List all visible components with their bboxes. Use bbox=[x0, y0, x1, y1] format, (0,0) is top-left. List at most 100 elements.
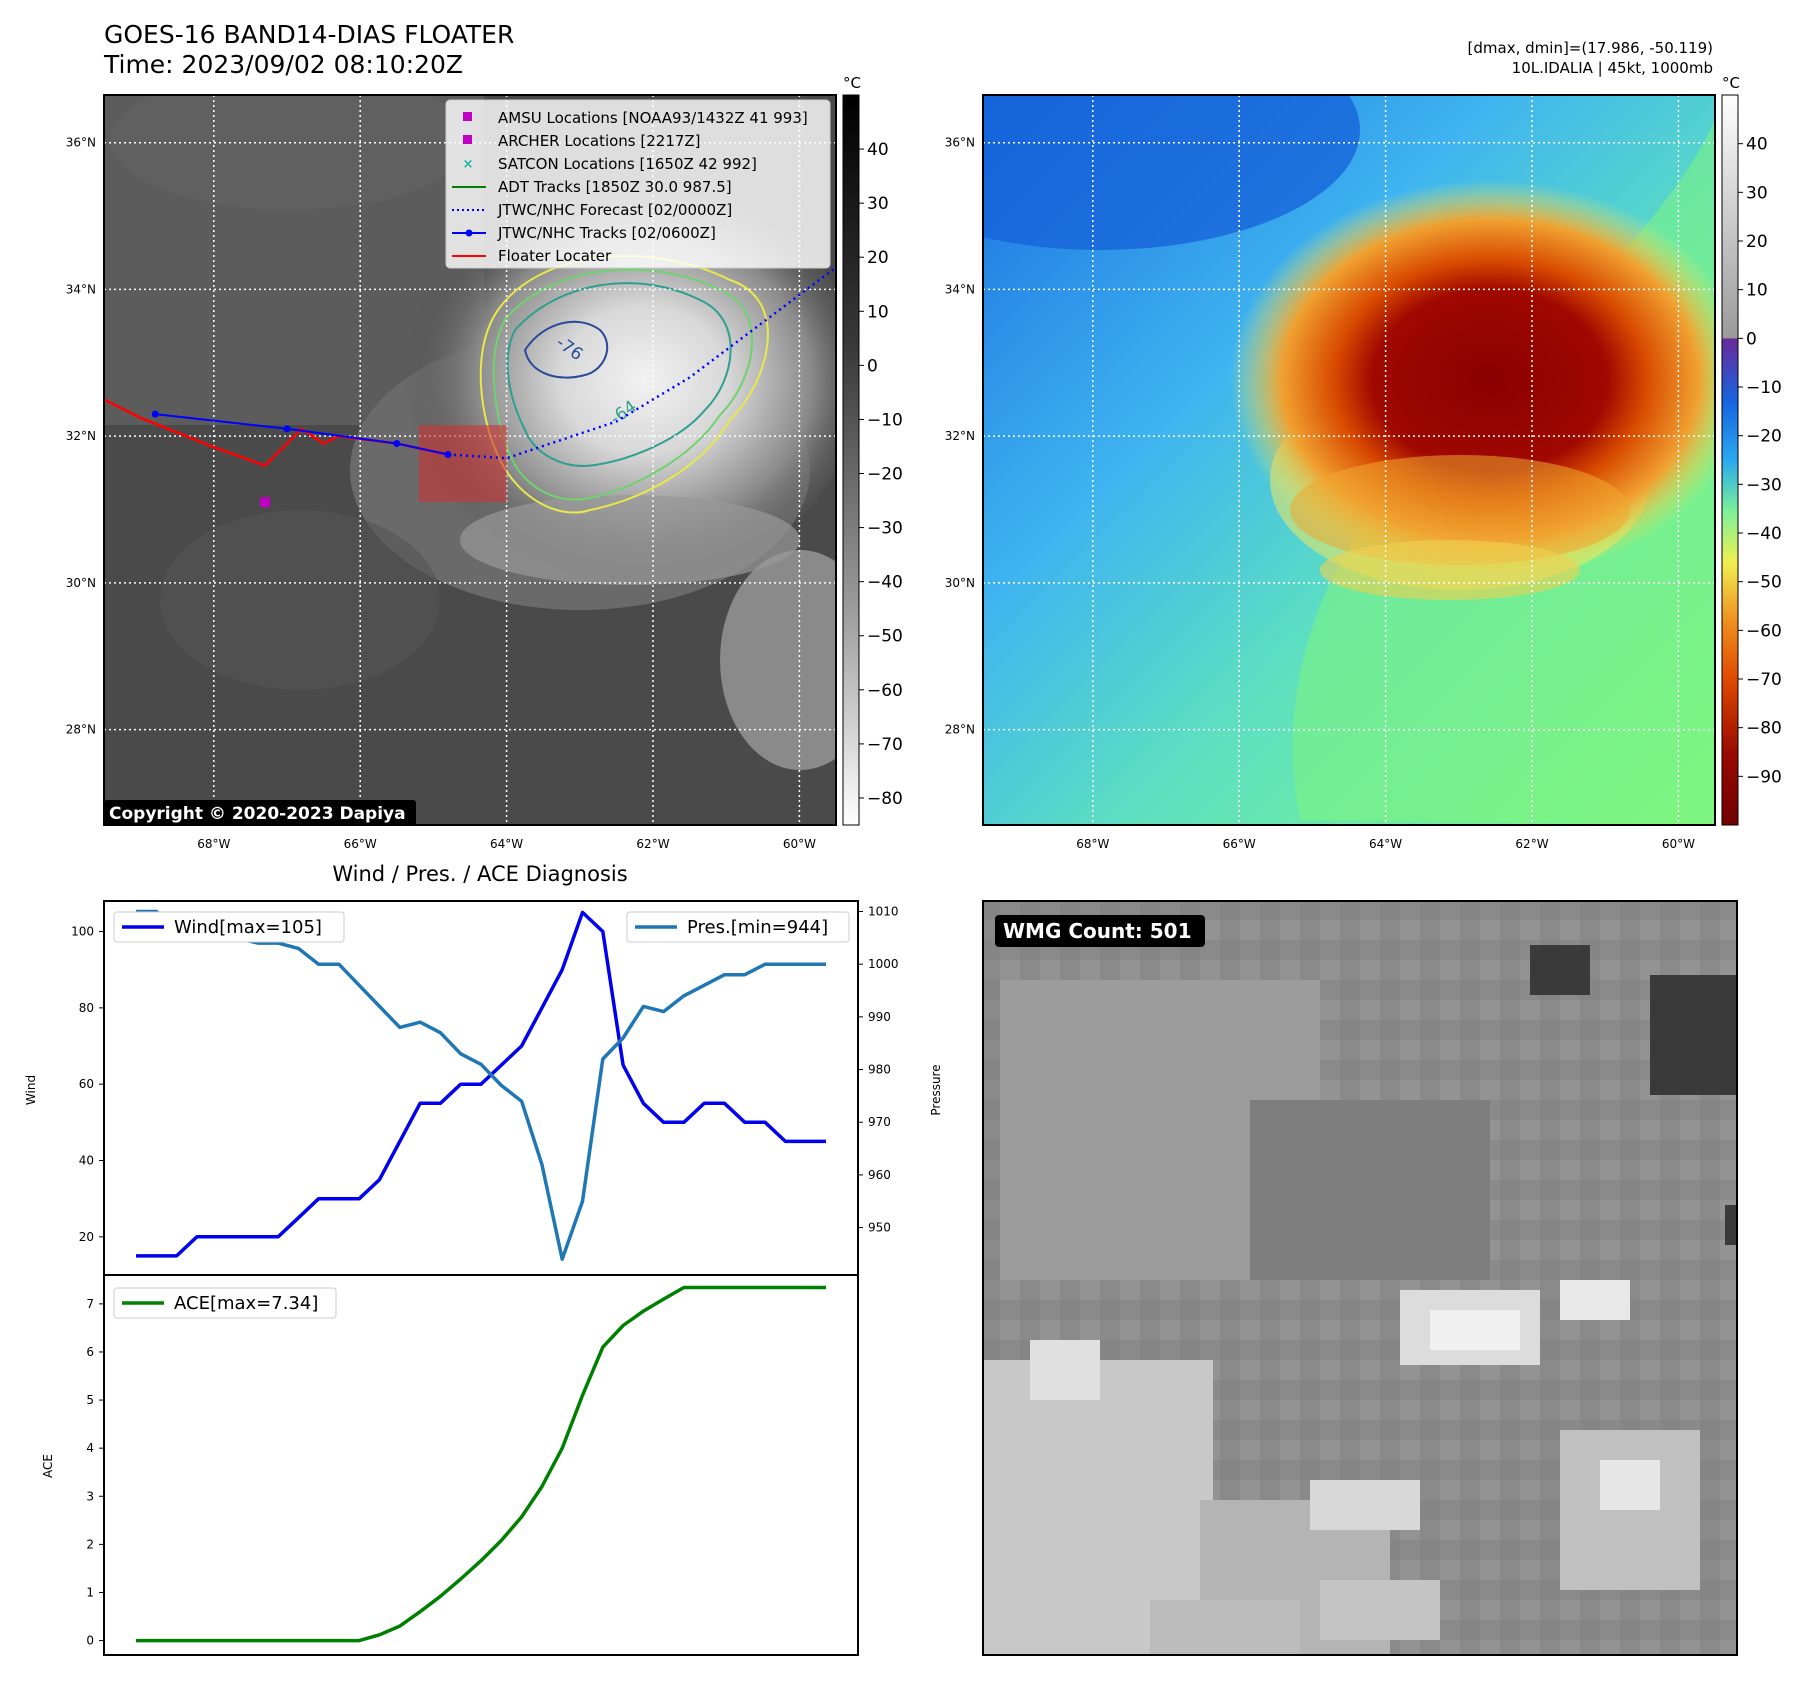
chart-legend: Wind[max=105] bbox=[113, 911, 345, 943]
legend-label: JTWC/NHC Forecast [02/0000Z] bbox=[497, 201, 732, 219]
gray-colorbar: °C 40 30 20 10 0 −10 −20 −30 −40 −50 −60 −70 −80 bbox=[842, 74, 903, 826]
wmg-cloud-patch bbox=[1725, 1205, 1737, 1245]
legend-item: JTWC/NHC Forecast [02/0000Z] bbox=[452, 201, 732, 219]
legend-item: × SATCON Locations [1650Z 42 992] bbox=[463, 155, 757, 173]
colorbar-tick-label: 0 bbox=[1746, 329, 1757, 349]
y2-tick-label: 1000 bbox=[868, 957, 899, 971]
figure-title-line2: Time: 2023/09/02 08:10:20Z bbox=[104, 50, 463, 79]
y-tick-label: 40 bbox=[79, 1154, 94, 1168]
lat-tick-label: 34°N bbox=[66, 282, 96, 296]
copyright-text: Copyright © 2020-2023 Dapiya bbox=[109, 804, 406, 824]
lon-tick-label: 60°W bbox=[783, 837, 816, 851]
y2-tick-label: 950 bbox=[868, 1221, 891, 1235]
storm-info-line: 10L.IDALIA | 45kt, 1000mb bbox=[1511, 59, 1713, 77]
y-tick-label: 100 bbox=[71, 925, 94, 939]
lon-tick-label: 66°W bbox=[1223, 837, 1256, 851]
y-tick-label: 2 bbox=[86, 1537, 94, 1551]
ir-map-frame bbox=[103, 94, 837, 826]
lat-tick-label: 28°N bbox=[945, 723, 975, 737]
y-tick-label: 60 bbox=[79, 1077, 94, 1091]
contour-blue bbox=[523, 320, 609, 379]
y2-tick-label: 970 bbox=[868, 1115, 891, 1129]
colorbar-tick-label: −60 bbox=[867, 681, 903, 701]
wmg-cloud-patch bbox=[1250, 1100, 1490, 1280]
wmg-frame bbox=[982, 900, 1738, 1656]
lat-tick-label: 36°N bbox=[945, 136, 975, 150]
lon-tick-label: 66°W bbox=[344, 837, 377, 851]
lon-tick-label: 60°W bbox=[1662, 837, 1695, 851]
enhanced-map-axes: 68°W 66°W 64°W 62°W 60°W 36°N 34°N 32°N 30°N 28°N bbox=[945, 136, 1695, 851]
lat-tick-label: 30°N bbox=[66, 576, 96, 590]
floater-box bbox=[418, 425, 507, 503]
wmg-cloud-patch bbox=[1600, 1460, 1660, 1510]
contour-teal bbox=[506, 282, 732, 467]
wind-plot-frame bbox=[103, 900, 859, 1276]
color-colorbar-strip bbox=[1721, 94, 1739, 826]
wmg-cloud-patch bbox=[1650, 975, 1736, 1095]
stats-line: [dmax, dmin]=(17.986, -50.119) bbox=[1467, 39, 1713, 57]
wmg-cloud-patch bbox=[1560, 1280, 1630, 1320]
colorbar-tick-label: −10 bbox=[1746, 378, 1782, 398]
y-tick-label: 4 bbox=[86, 1441, 94, 1455]
legend-item: JTWC/NHC Tracks [02/0600Z] bbox=[452, 224, 716, 242]
gray-colorbar-unit: °C bbox=[843, 74, 861, 92]
lat-tick-label: 32°N bbox=[66, 429, 96, 443]
colorbar-tick-label: −80 bbox=[867, 789, 903, 809]
diagnosis-title: Wind / Pres. / ACE Diagnosis bbox=[332, 862, 627, 886]
colorbar-tick-label: 10 bbox=[867, 302, 889, 322]
colorbar-tick-label: −70 bbox=[1746, 670, 1782, 690]
lon-tick-label: 62°W bbox=[1515, 837, 1548, 851]
y-tick-label: 80 bbox=[79, 1001, 94, 1015]
chart-legend-label: ACE[max=7.34] bbox=[174, 1293, 318, 1314]
colorbar-tick-label: −20 bbox=[867, 465, 903, 485]
best-track-point bbox=[393, 439, 401, 447]
track-overlays bbox=[104, 266, 836, 508]
wmg-count-label: WMG Count: 501 bbox=[1003, 919, 1192, 943]
y2-tick-label: 1010 bbox=[868, 905, 899, 919]
lat-tick-label: 36°N bbox=[66, 136, 96, 150]
colorbar-tick-label: −10 bbox=[867, 410, 903, 430]
legend-box bbox=[445, 99, 831, 269]
enhanced-map-frame bbox=[982, 94, 1716, 826]
ace-chart: ACE 0 1 2 3 4 5 6 7 ACE[max=7.34] bbox=[41, 1274, 859, 1656]
legend-item: Floater Locater bbox=[452, 247, 612, 265]
colorbar-tick-label: 20 bbox=[1746, 232, 1768, 252]
colorbar-tick-label: −70 bbox=[867, 735, 903, 755]
y-tick-label: 0 bbox=[86, 1634, 94, 1648]
colorbar-tick-label: 40 bbox=[867, 140, 889, 160]
wmg-cloud-patch bbox=[1150, 1600, 1300, 1655]
chart-legend: Pres.[min=944] bbox=[626, 911, 850, 943]
y2-tick-label: 990 bbox=[868, 1010, 891, 1024]
map-legend: AMSU Locations [NOAA93/1432Z 41 993] ARCH… bbox=[445, 99, 831, 269]
y2-tick-label: 980 bbox=[868, 1063, 891, 1077]
colorbar-tick-label: −90 bbox=[1746, 767, 1782, 787]
colorbar-tick-label: 30 bbox=[1746, 183, 1768, 203]
colorbar-tick-label: −50 bbox=[867, 627, 903, 647]
legend-marker-x: × bbox=[463, 157, 474, 172]
pressure-axis-label: Pressure bbox=[929, 1064, 943, 1115]
best-track-line bbox=[155, 413, 449, 456]
y2-tick-label: 960 bbox=[868, 1168, 891, 1182]
colorbar-tick-label: 30 bbox=[867, 194, 889, 214]
wmg-cloud-patch bbox=[1030, 1340, 1100, 1400]
figure-title-line1: GOES-16 BAND14-DIAS FLOATER bbox=[104, 20, 515, 49]
chart-legend-label: Wind[max=105] bbox=[174, 917, 322, 938]
best-track-point bbox=[151, 410, 159, 418]
y-tick-label: 1 bbox=[86, 1585, 94, 1599]
lon-tick-label: 68°W bbox=[1076, 837, 1109, 851]
legend-label: ARCHER Locations [2217Z] bbox=[498, 132, 701, 150]
gray-colorbar-strip bbox=[842, 94, 860, 826]
lat-tick-label: 32°N bbox=[945, 429, 975, 443]
lon-tick-label: 62°W bbox=[636, 837, 669, 851]
legend-label: ADT Tracks [1850Z 30.0 987.5] bbox=[498, 178, 732, 196]
wmg-cloud-patches bbox=[983, 945, 1737, 1655]
copyright-box bbox=[104, 800, 416, 826]
colorbar-tick-label: −80 bbox=[1746, 719, 1782, 739]
chart-legend-label: Pres.[min=944] bbox=[687, 917, 828, 938]
archer-location-marker bbox=[260, 497, 271, 508]
colorbar-tick-label: −50 bbox=[1746, 573, 1782, 593]
lon-tick-label: 68°W bbox=[197, 837, 230, 851]
best-track-point bbox=[283, 425, 291, 433]
enhanced-map-panel: 68°W 66°W 64°W 62°W 60°W 36°N 34°N 32°N 30°N 28°N bbox=[945, 94, 1716, 851]
